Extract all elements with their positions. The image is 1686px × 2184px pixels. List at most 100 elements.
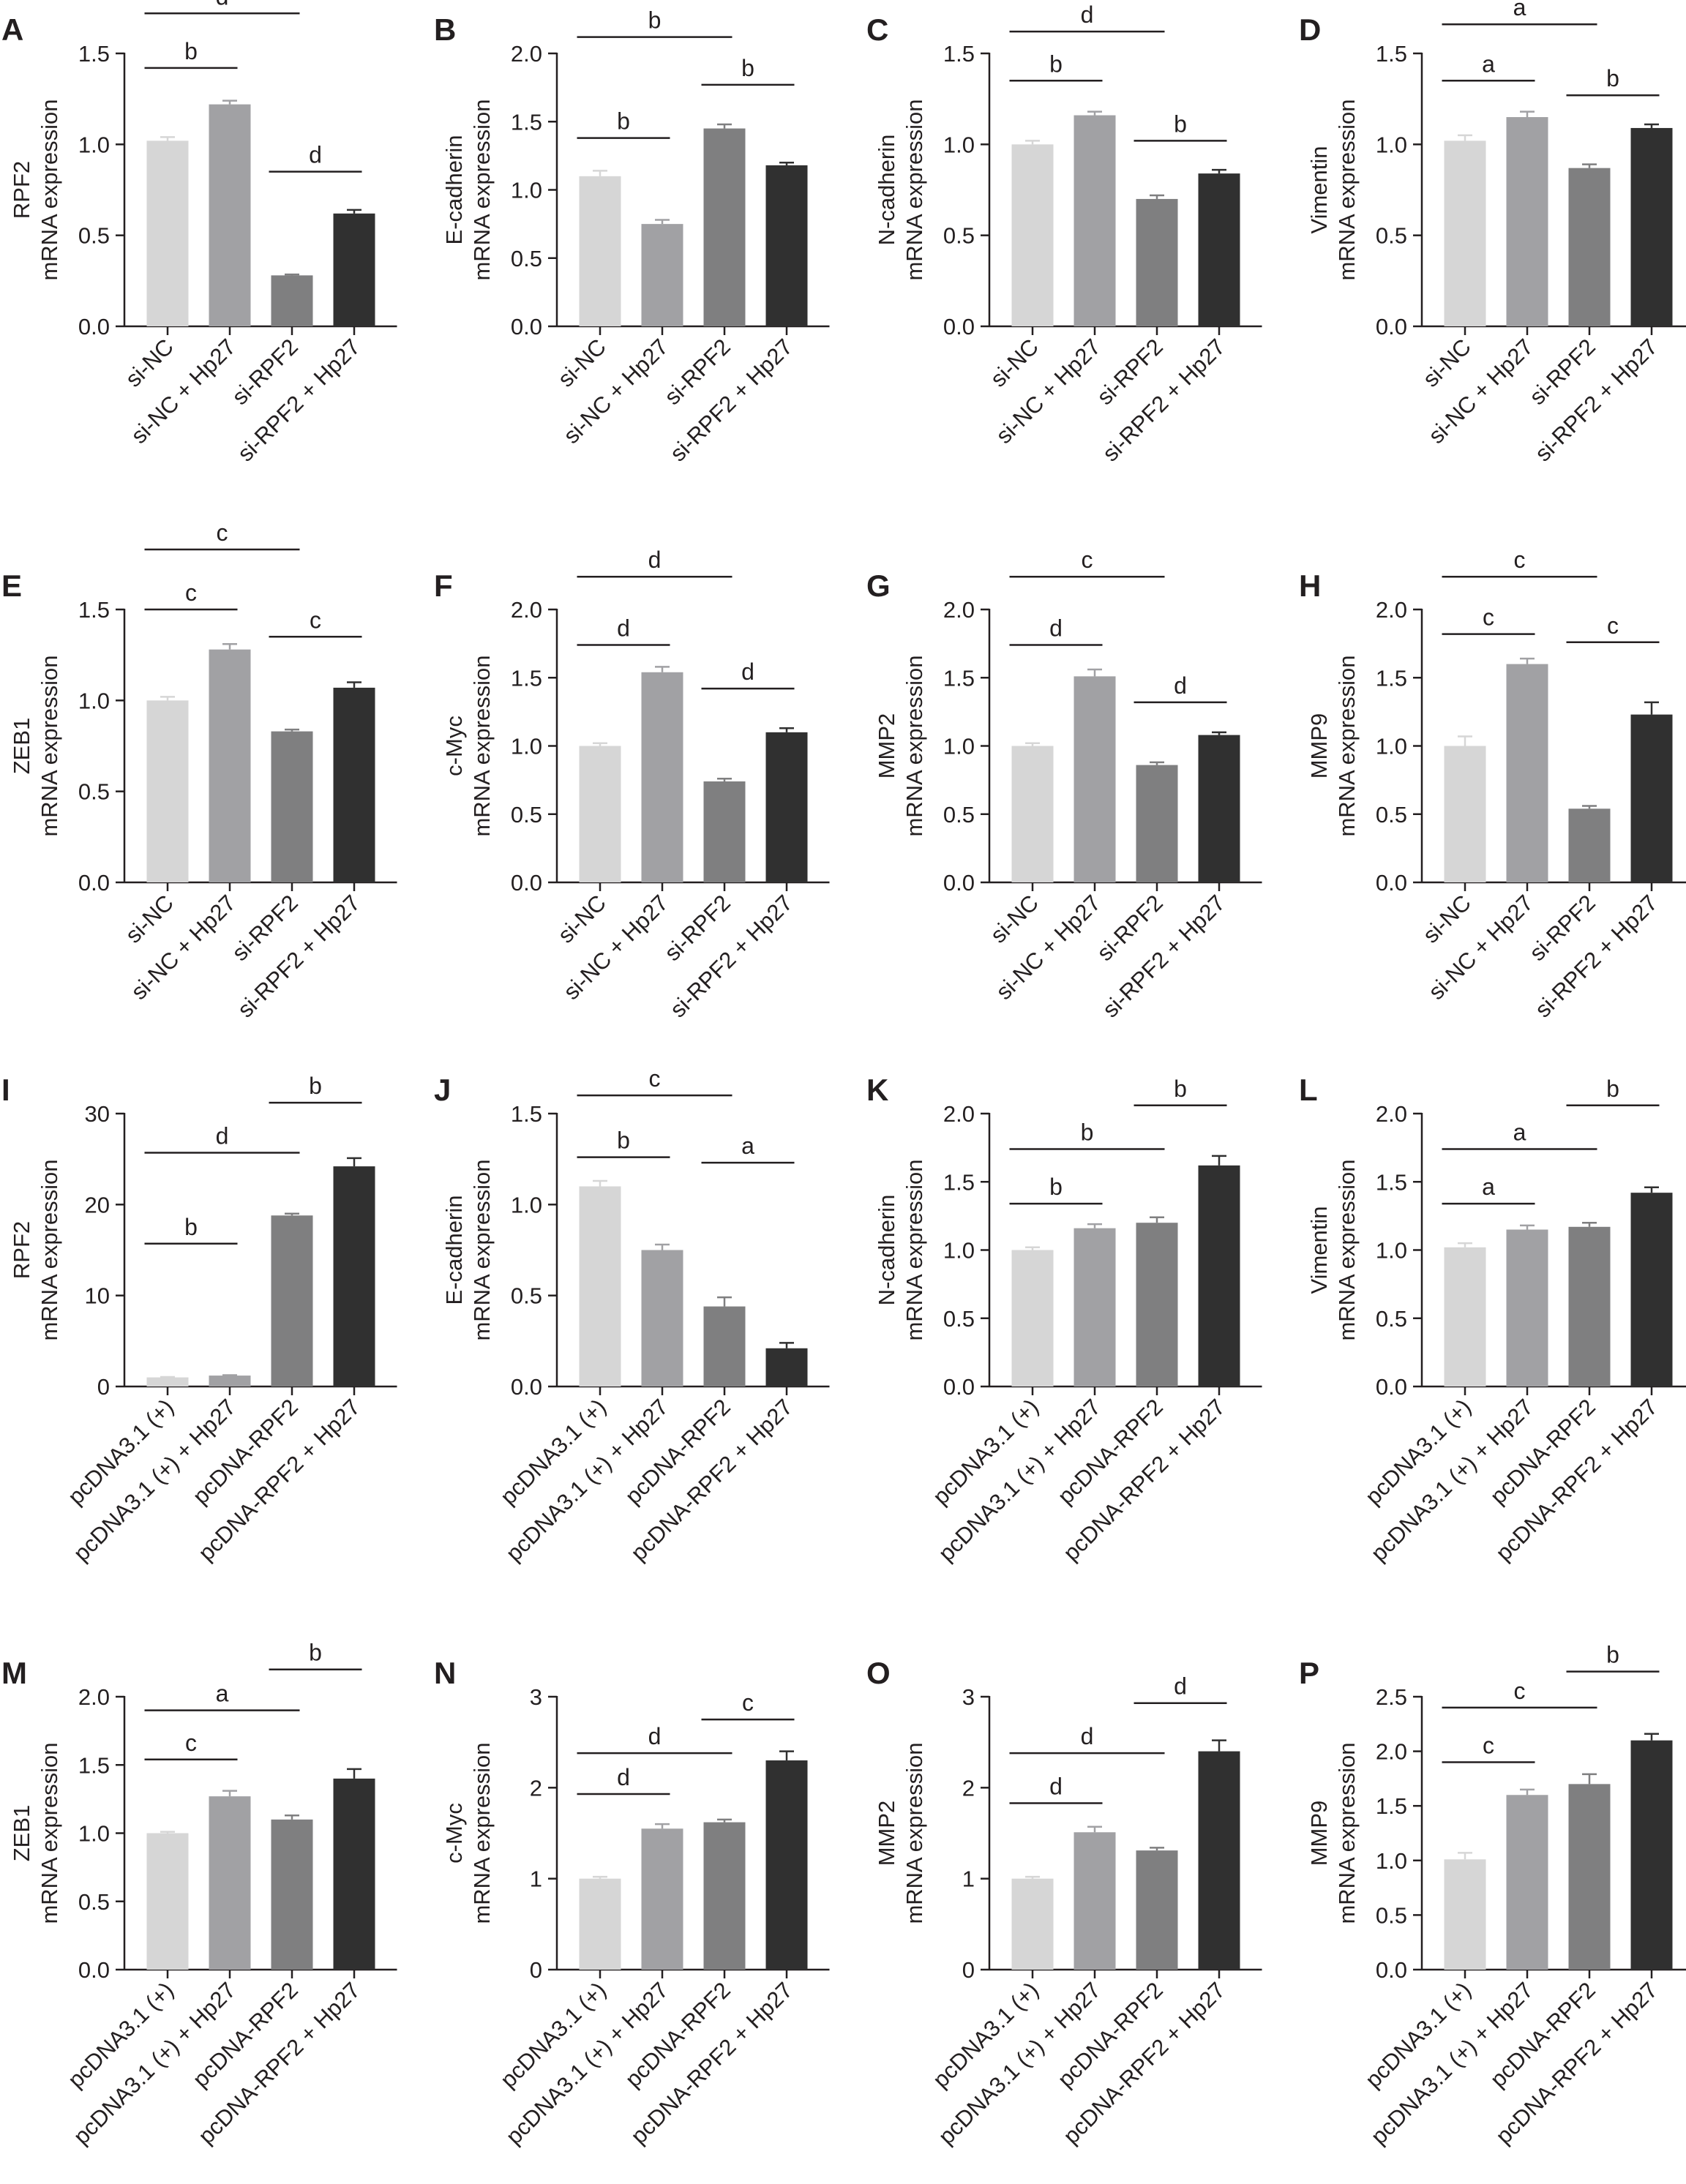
y-tick-label: 1 <box>962 1866 975 1892</box>
bar-3 <box>271 731 313 882</box>
panel-letter: P <box>1299 1656 1319 1690</box>
significance-label: c <box>1483 1733 1494 1759</box>
significance-label: b <box>648 7 662 34</box>
significance-label: a <box>1482 1174 1495 1200</box>
panel-letter: J <box>434 1073 451 1107</box>
y-axis-title-measure: mRNA expression <box>1334 1742 1360 1924</box>
bar-4 <box>1198 173 1240 326</box>
panel-letter: O <box>866 1656 891 1690</box>
y-axis-title-measure: mRNA expression <box>902 1742 927 1924</box>
significance-label: d <box>648 547 662 573</box>
y-axis-title-measure: mRNA expression <box>37 99 62 280</box>
bar-2 <box>641 224 683 326</box>
significance-label: c <box>1483 604 1494 631</box>
significance-label: a <box>1513 0 1526 20</box>
y-axis-title-measure: mRNA expression <box>902 99 927 280</box>
category-label: si-NC <box>120 334 179 392</box>
bar-2 <box>641 672 683 882</box>
significance-label: d <box>617 1764 630 1790</box>
y-axis-title-gene: MMP2 <box>874 713 899 779</box>
y-axis-title-gene: MMP9 <box>1306 713 1332 779</box>
significance-label: d <box>1049 615 1063 641</box>
y-tick-label: 0.5 <box>78 1889 110 1915</box>
y-axis-title-gene: ZEB1 <box>9 718 34 775</box>
bar-1 <box>146 140 189 326</box>
bar-1 <box>579 746 621 882</box>
y-tick-label: 1.5 <box>1376 41 1407 67</box>
bar-3 <box>703 1822 746 1970</box>
y-tick-label: 3 <box>530 1684 542 1710</box>
significance-label: c <box>310 607 321 633</box>
category-label: si-NC <box>552 890 611 948</box>
significance-label: b <box>309 1640 322 1666</box>
y-axis-title-measure: mRNA expression <box>1334 1159 1360 1340</box>
y-tick-label: 0.0 <box>78 870 110 896</box>
significance-label: b <box>1081 1119 1094 1145</box>
category-label: si-NC <box>985 890 1044 948</box>
significance-label: b <box>184 38 198 64</box>
y-tick-label: 2 <box>962 1775 975 1801</box>
bar-1 <box>579 1186 621 1386</box>
bar-4 <box>333 1778 375 1970</box>
category-label: pcDNA3.1 (+) <box>1360 1977 1476 2093</box>
y-tick-label: 2.0 <box>511 41 542 67</box>
y-tick-label: 1.0 <box>1376 132 1407 157</box>
y-tick-label: 1.0 <box>943 734 975 759</box>
y-tick-label: 1.5 <box>1376 1793 1407 1819</box>
y-tick-label: 0 <box>97 1374 110 1400</box>
y-tick-label: 2.0 <box>1376 1101 1407 1127</box>
y-axis-title-gene: N-cadherin <box>874 135 899 246</box>
y-tick-label: 20 <box>85 1192 110 1217</box>
significance-label: c <box>1514 547 1526 573</box>
significance-label: c <box>185 579 197 606</box>
bar-1 <box>1011 1250 1054 1386</box>
y-tick-label: 0.0 <box>78 314 110 339</box>
y-tick-label: 2.0 <box>943 1101 975 1127</box>
y-tick-label: 1.5 <box>943 41 975 67</box>
y-tick-label: 0.0 <box>511 1374 542 1400</box>
panel-L: L 0.0 0.5 1.0 1.5 2.0 Vimentin mRNA expression p… <box>1299 1073 1686 1566</box>
panel-letter: M <box>1 1656 27 1690</box>
significance-label: c <box>742 1689 754 1716</box>
y-tick-label: 2.0 <box>1376 1739 1407 1765</box>
y-tick-label: 0.5 <box>78 223 110 249</box>
y-tick-label: 1.0 <box>943 1238 975 1264</box>
y-tick-label: 1 <box>530 1866 542 1892</box>
bar-2 <box>1506 1229 1548 1386</box>
y-axis-title-measure: mRNA expression <box>469 1159 495 1340</box>
bar-1 <box>579 176 621 326</box>
significance-label: c <box>1607 612 1619 639</box>
y-tick-label: 1.0 <box>78 1821 110 1847</box>
bar-1 <box>1011 1878 1054 1970</box>
category-label: si-NC <box>1417 890 1476 948</box>
y-tick-label: 1.5 <box>1376 665 1407 691</box>
y-tick-label: 1.5 <box>1376 1169 1407 1195</box>
significance-label: c <box>649 1065 661 1092</box>
y-axis-title-measure: mRNA expression <box>902 1159 927 1340</box>
category-label: si-NC <box>120 890 179 948</box>
y-axis-title-gene: c-Myc <box>441 1803 467 1864</box>
y-tick-label: 0.0 <box>1376 1957 1407 1983</box>
bar-2 <box>1074 676 1116 882</box>
y-axis-title-measure: mRNA expression <box>469 99 495 280</box>
bar-2 <box>209 1796 251 1970</box>
significance-label: a <box>1513 1119 1526 1145</box>
y-tick-label: 1.5 <box>511 665 542 691</box>
y-axis-title-measure: mRNA expression <box>1334 99 1360 280</box>
panel-B: B 0.0 0.5 1.0 1.5 2.0 E-cadherin mRNA expressio… <box>434 7 830 466</box>
bar-2 <box>1074 1228 1116 1386</box>
panel-K: K 0.0 0.5 1.0 1.5 2.0 N-cadherin mRNA expressio… <box>866 1073 1262 1566</box>
y-tick-label: 2.5 <box>1376 1684 1407 1710</box>
category-label: pcDNA3.1 (+) <box>63 1394 179 1509</box>
bar-3 <box>1568 1226 1611 1386</box>
y-tick-label: 0.5 <box>1376 1306 1407 1332</box>
panel-letter: B <box>434 12 456 47</box>
significance-label: d <box>648 1723 662 1749</box>
significance-label: c <box>185 1730 197 1756</box>
bar-2 <box>1506 1795 1548 1970</box>
significance-label: d <box>216 0 229 10</box>
significance-label: b <box>1049 50 1063 77</box>
